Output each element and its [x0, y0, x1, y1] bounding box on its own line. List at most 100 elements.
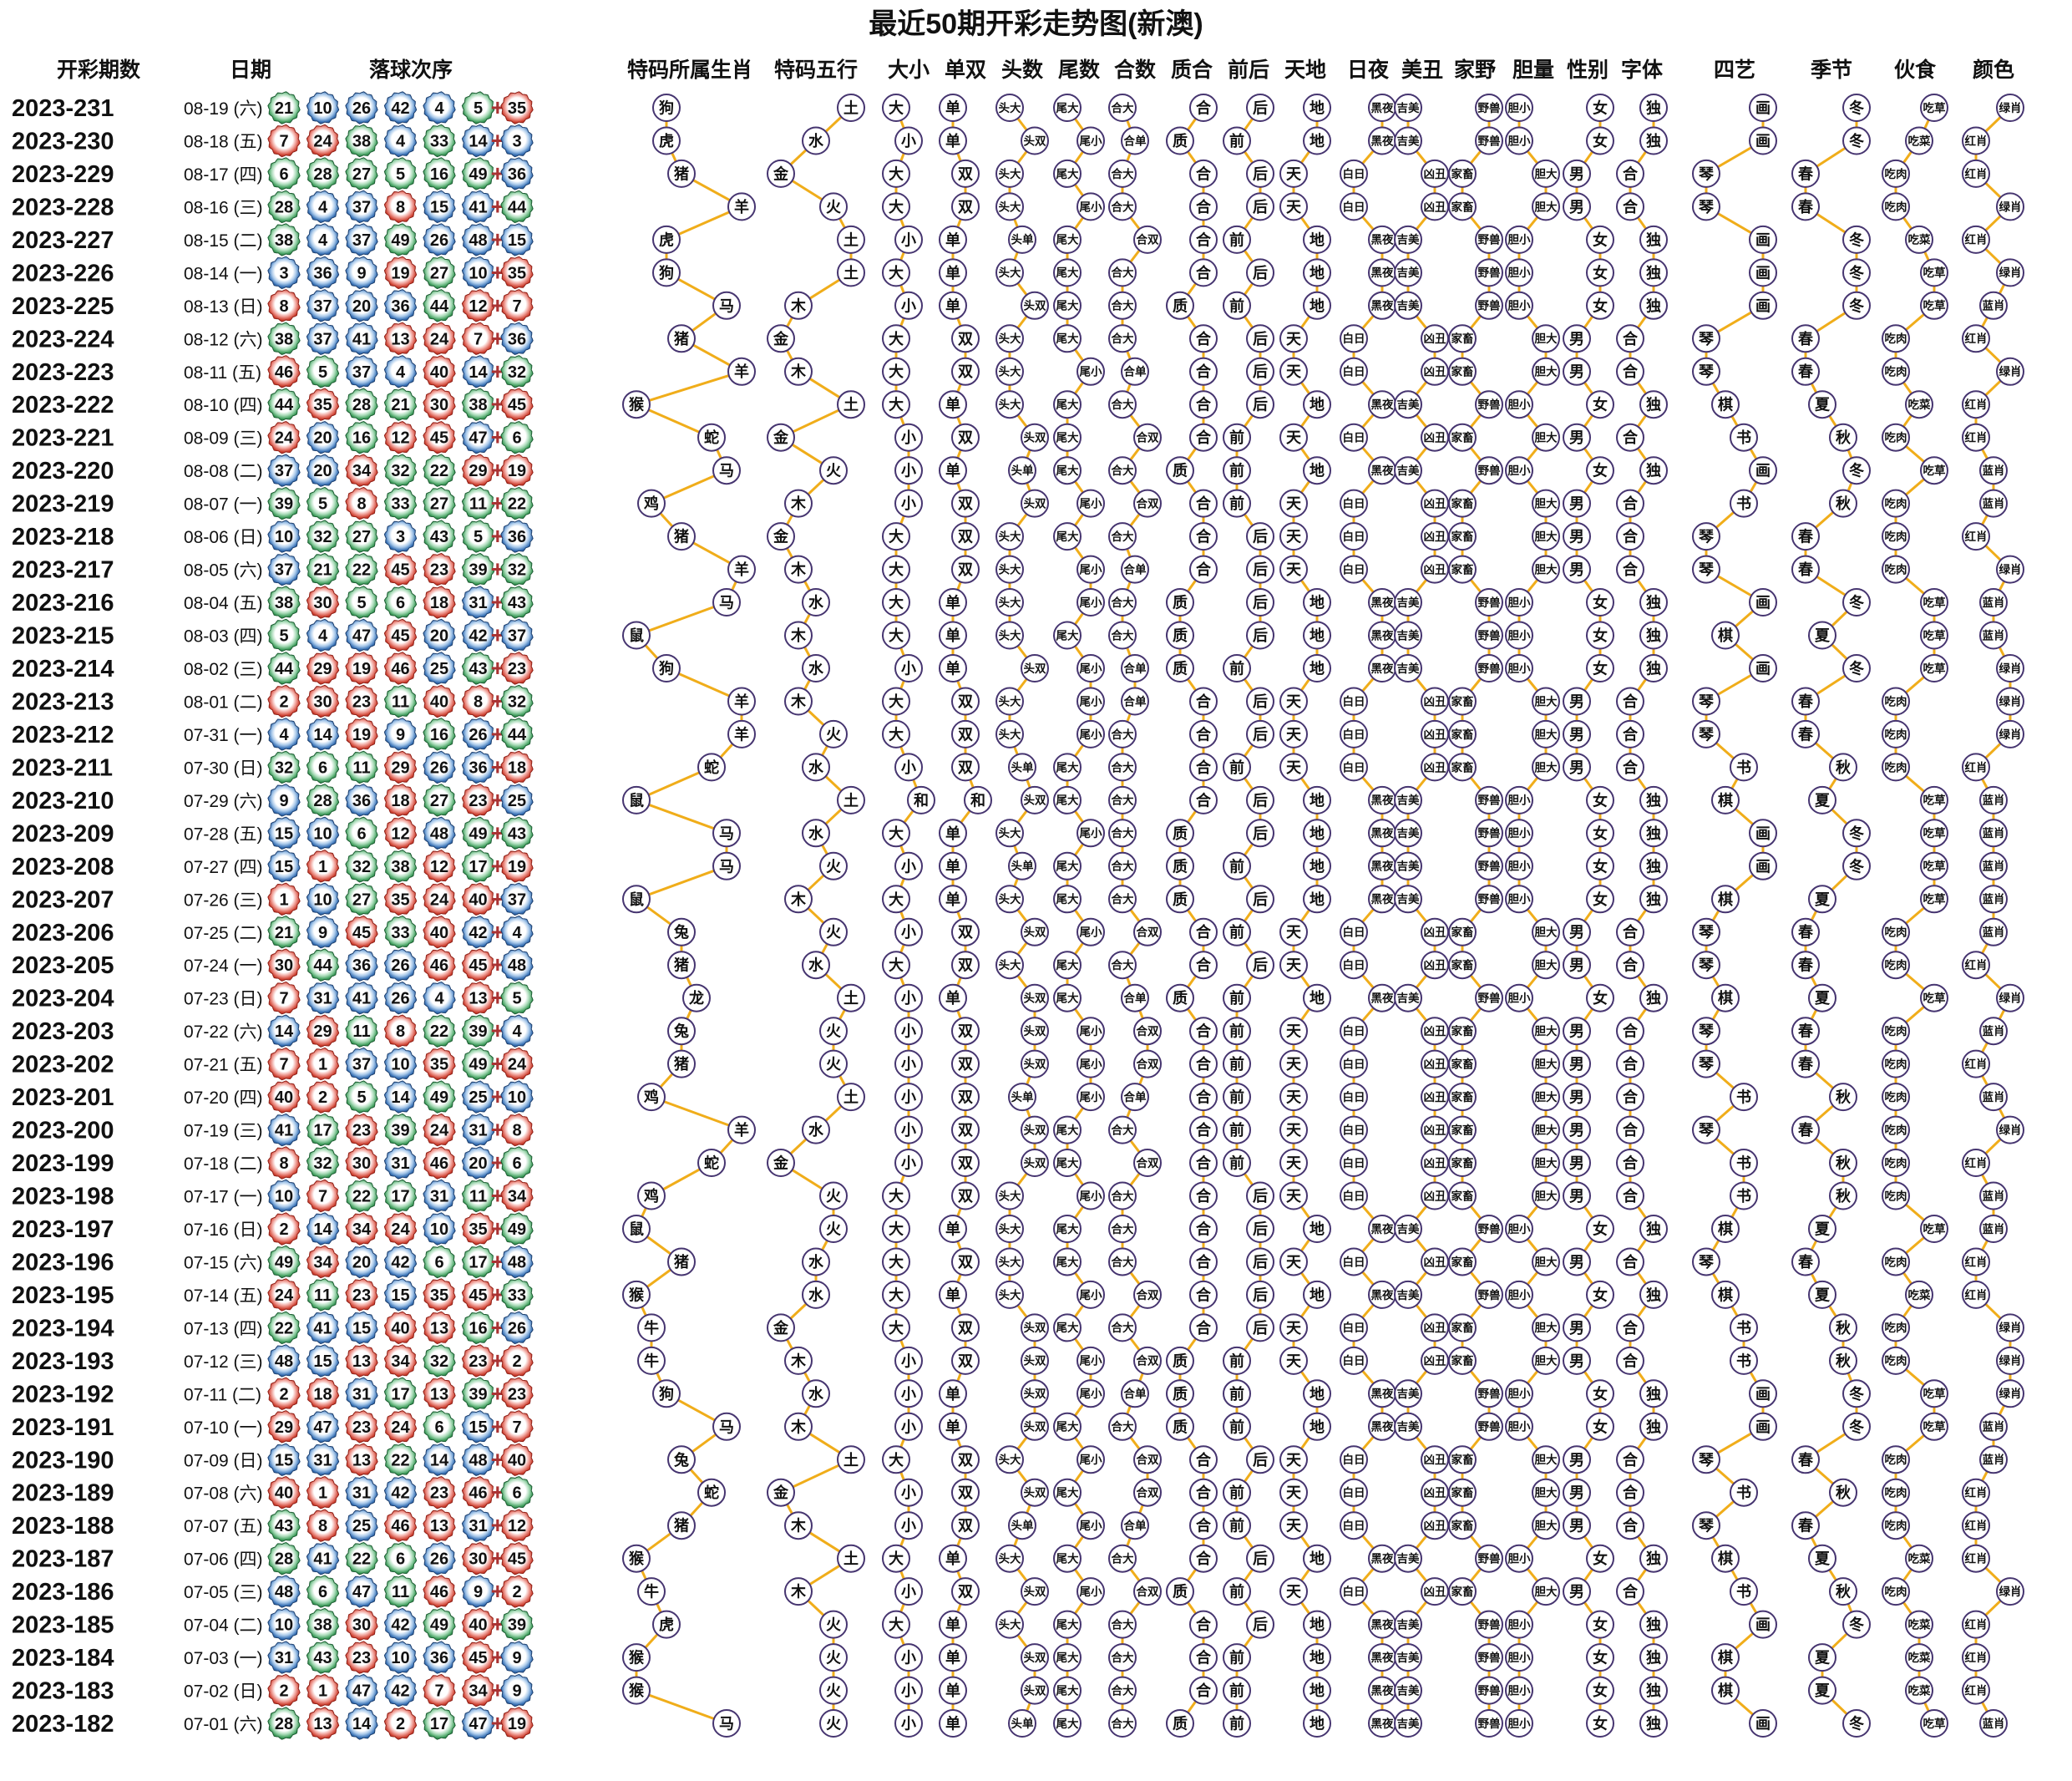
svg-text:蓝肖: 蓝肖	[1983, 497, 2005, 510]
svg-text:头大: 头大	[999, 1189, 1022, 1202]
svg-text:19: 19	[352, 726, 371, 744]
svg-text:男: 男	[1569, 1254, 1584, 1271]
svg-text:合: 合	[1196, 561, 1212, 578]
svg-text:牛: 牛	[644, 1583, 659, 1601]
svg-text:07-13 (四): 07-13 (四)	[184, 1319, 263, 1338]
svg-text:4: 4	[434, 99, 444, 118]
svg-text:吉美: 吉美	[1397, 398, 1421, 411]
svg-text:吉美: 吉美	[1397, 794, 1421, 807]
svg-text:24: 24	[313, 133, 332, 151]
svg-text:前: 前	[1229, 1649, 1244, 1667]
svg-text:红肖: 红肖	[1965, 1618, 1988, 1631]
svg-text:特码所属生肖: 特码所属生肖	[627, 58, 752, 82]
svg-text:胆大: 胆大	[1535, 728, 1558, 741]
svg-text:合: 合	[1623, 1088, 1639, 1106]
svg-text:天: 天	[1286, 495, 1302, 512]
svg-text:22: 22	[352, 1188, 371, 1206]
svg-text:白日: 白日	[1343, 562, 1365, 576]
svg-text:13: 13	[430, 1517, 448, 1535]
svg-text:30: 30	[313, 693, 332, 712]
svg-text:尾小: 尾小	[1080, 498, 1103, 510]
svg-text:夏: 夏	[1815, 891, 1831, 908]
svg-text:凶丑: 凶丑	[1424, 1487, 1447, 1499]
svg-text:小: 小	[901, 1682, 916, 1699]
svg-text:野兽: 野兽	[1478, 464, 1502, 477]
svg-text:胆小: 胆小	[1508, 662, 1532, 675]
svg-text:狗: 狗	[659, 1385, 674, 1403]
svg-text:地: 地	[1310, 627, 1325, 644]
svg-text:合: 合	[1196, 429, 1212, 446]
svg-text:质: 质	[1173, 627, 1188, 644]
svg-text:白日: 白日	[1343, 1255, 1365, 1268]
svg-text:男: 男	[1569, 529, 1584, 545]
svg-text:前: 前	[1229, 297, 1244, 314]
svg-text:头双: 头双	[1024, 134, 1047, 147]
svg-text:48: 48	[430, 825, 448, 843]
svg-text:32: 32	[275, 759, 293, 777]
svg-text:大: 大	[889, 1550, 904, 1567]
svg-text:鸡: 鸡	[643, 495, 659, 512]
svg-text:30: 30	[352, 1616, 371, 1635]
svg-text:37: 37	[352, 231, 371, 250]
svg-text:37: 37	[352, 363, 371, 382]
svg-text:男: 男	[1569, 693, 1584, 710]
svg-text:23: 23	[352, 1418, 371, 1437]
svg-text:土: 土	[843, 792, 859, 809]
svg-text:家畜: 家畜	[1451, 958, 1474, 972]
svg-text:18: 18	[313, 1385, 332, 1403]
svg-text:5: 5	[396, 165, 405, 184]
svg-text:合: 合	[1196, 1319, 1212, 1337]
svg-text:双: 双	[958, 1518, 973, 1535]
svg-text:2023-186: 2023-186	[12, 1579, 114, 1606]
svg-text:画: 画	[1755, 133, 1771, 150]
svg-text:后: 后	[1253, 825, 1268, 842]
svg-text:质: 质	[1173, 1418, 1188, 1435]
svg-text:25: 25	[469, 1088, 487, 1107]
svg-text:合双: 合双	[1137, 1288, 1160, 1302]
svg-text:男: 男	[1569, 331, 1584, 348]
svg-text:凶丑: 凶丑	[1424, 1454, 1447, 1466]
svg-text:吉美: 吉美	[1397, 1420, 1421, 1433]
svg-text:质: 质	[1173, 1386, 1188, 1403]
svg-text:28: 28	[352, 396, 371, 414]
svg-text:胆小: 胆小	[1508, 398, 1532, 411]
svg-text:春: 春	[1798, 1451, 1814, 1469]
svg-text:棋: 棋	[1718, 1649, 1733, 1667]
svg-text:2023-230: 2023-230	[12, 129, 114, 155]
svg-text:2: 2	[279, 1385, 288, 1403]
svg-text:25: 25	[352, 1517, 371, 1535]
svg-text:10: 10	[275, 1616, 293, 1635]
svg-text:金: 金	[773, 528, 789, 545]
svg-text:29: 29	[313, 660, 332, 678]
svg-text:12: 12	[430, 858, 448, 876]
svg-text:合单: 合单	[1124, 134, 1147, 147]
svg-text:41: 41	[275, 1122, 293, 1140]
svg-text:凶丑: 凶丑	[1424, 1322, 1447, 1334]
svg-text:红肖: 红肖	[1965, 431, 1988, 444]
svg-text:9: 9	[279, 792, 288, 810]
svg-text:8: 8	[396, 1022, 405, 1041]
svg-text:头大: 头大	[999, 332, 1022, 345]
svg-text:虎: 虎	[659, 132, 674, 150]
svg-text:独: 独	[1646, 264, 1661, 282]
svg-text:绿肖: 绿肖	[1999, 365, 2022, 378]
svg-text:46: 46	[430, 956, 448, 975]
svg-text:蓝肖: 蓝肖	[1983, 1453, 2005, 1466]
svg-text:黑夜: 黑夜	[1371, 101, 1395, 114]
svg-text:45: 45	[508, 1550, 526, 1569]
svg-text:猪: 猪	[673, 956, 689, 974]
svg-text:2023-214: 2023-214	[12, 656, 114, 682]
svg-text:44: 44	[430, 297, 449, 316]
svg-text:15: 15	[275, 858, 293, 876]
svg-text:07-19 (三): 07-19 (三)	[184, 1122, 263, 1141]
svg-text:独: 独	[1646, 594, 1661, 611]
svg-text:前: 前	[1229, 759, 1244, 776]
svg-text:37: 37	[275, 462, 293, 480]
svg-text:天: 天	[1286, 561, 1302, 578]
svg-text:头单: 头单	[1011, 760, 1035, 774]
svg-text:15: 15	[275, 1451, 293, 1469]
svg-text:男: 男	[1569, 957, 1584, 974]
svg-text:棋: 棋	[1718, 1286, 1733, 1303]
svg-text:冬: 冬	[1849, 132, 1864, 150]
svg-text:2: 2	[279, 1220, 288, 1239]
